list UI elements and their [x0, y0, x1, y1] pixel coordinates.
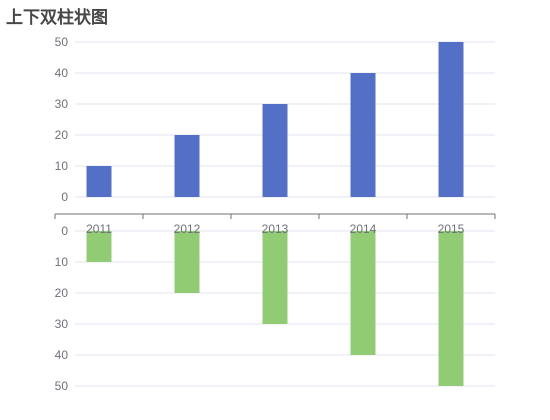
lower-bar	[86, 231, 112, 262]
lower-bar	[262, 231, 288, 324]
lower-y-tick-label: 10	[55, 255, 69, 269]
upper-bar	[350, 73, 376, 197]
lower-y-tick-label: 0	[61, 224, 68, 238]
lower-y-tick-label: 20	[55, 286, 69, 300]
upper-bar	[262, 104, 288, 197]
lower-y-axis: 0 10 20 30 40 50	[55, 224, 69, 393]
upper-series	[86, 42, 464, 197]
upper-y-tick-label: 50	[55, 35, 69, 49]
x-axis	[54, 213, 496, 219]
upper-y-tick-label: 30	[55, 97, 69, 111]
upper-bar	[438, 42, 464, 197]
lower-series	[86, 231, 464, 386]
lower-y-tick-label: 40	[55, 348, 69, 362]
upper-y-tick-label: 0	[61, 190, 68, 204]
upper-y-tick-label: 20	[55, 128, 69, 142]
chart-title: 上下双柱状图	[6, 8, 108, 28]
upper-y-axis: 0 10 20 30 40 50	[55, 35, 69, 204]
upper-y-tick-label: 40	[55, 66, 69, 80]
x-tick-label: 2015	[438, 222, 465, 236]
x-tick-label: 2012	[174, 222, 201, 236]
upper-y-tick-label: 10	[55, 159, 69, 173]
lower-y-tick-label: 50	[55, 379, 69, 393]
x-tick-label: 2014	[350, 222, 377, 236]
x-tick-label: 2013	[262, 222, 289, 236]
upper-bar	[174, 135, 200, 197]
lower-bar	[438, 231, 464, 386]
x-tick-label: 2011	[86, 222, 112, 236]
lower-bar	[350, 231, 376, 355]
lower-y-tick-label: 30	[55, 317, 69, 331]
lower-bar	[174, 231, 200, 293]
upper-bar	[86, 166, 112, 197]
x-axis-labels: 2011 2012 2013 2014 2015	[86, 222, 465, 236]
